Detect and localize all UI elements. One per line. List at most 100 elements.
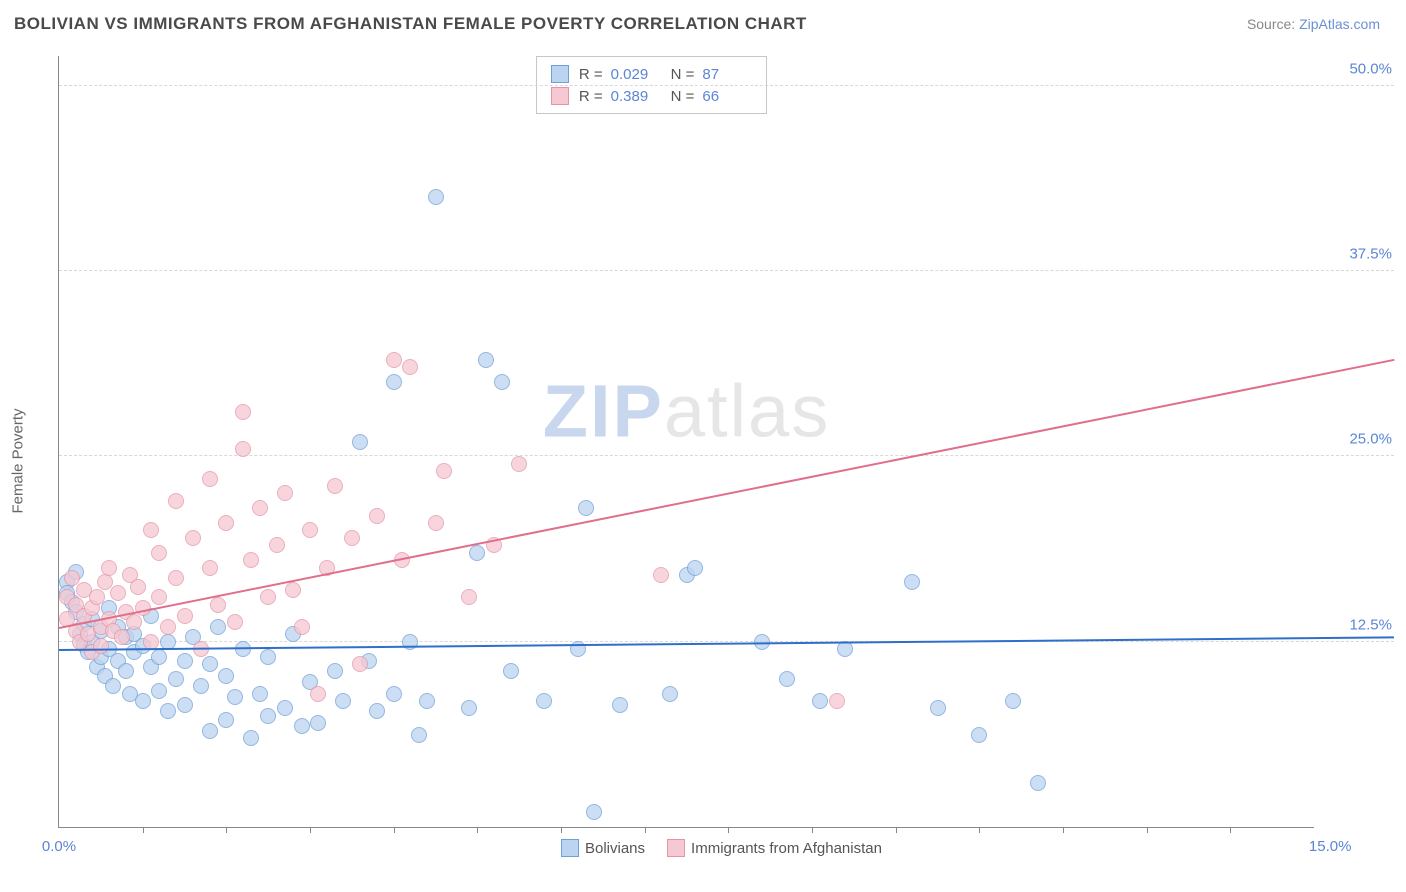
- scatter-point: [252, 686, 268, 702]
- regression-line: [59, 359, 1394, 629]
- scatter-point: [243, 730, 259, 746]
- x-tick: [226, 827, 227, 833]
- scatter-point: [151, 649, 167, 665]
- scatter-point: [277, 485, 293, 501]
- correlation-row-1: R = 0.029 N = 87: [551, 63, 753, 85]
- gridline: [59, 85, 1394, 86]
- scatter-point: [327, 663, 343, 679]
- correlation-row-2: R = 0.389 N = 66: [551, 85, 753, 107]
- scatter-point: [402, 359, 418, 375]
- scatter-point: [118, 663, 134, 679]
- scatter-point: [202, 723, 218, 739]
- scatter-point: [536, 693, 552, 709]
- scatter-point: [252, 500, 268, 516]
- scatter-point: [168, 493, 184, 509]
- scatter-point: [243, 552, 259, 568]
- scatter-point: [687, 560, 703, 576]
- scatter-point: [578, 500, 594, 516]
- gridline: [59, 455, 1394, 456]
- scatter-point: [185, 530, 201, 546]
- x-tick: [143, 827, 144, 833]
- scatter-point: [344, 530, 360, 546]
- x-tick: [310, 827, 311, 833]
- x-tick: [896, 827, 897, 833]
- scatter-point: [812, 693, 828, 709]
- scatter-point: [168, 671, 184, 687]
- scatter-point: [202, 471, 218, 487]
- y-tick-label: 25.0%: [1349, 431, 1392, 448]
- source-attribution: Source: ZipAtlas.com: [1247, 16, 1380, 32]
- scatter-point: [369, 703, 385, 719]
- scatter-point: [352, 434, 368, 450]
- scatter-point: [160, 619, 176, 635]
- swatch-series-2: [551, 87, 569, 105]
- scatter-point: [269, 537, 285, 553]
- y-axis-label: Female Poverty: [10, 408, 27, 513]
- legend-swatch-2: [667, 839, 685, 857]
- scatter-point: [235, 441, 251, 457]
- scatter-point: [461, 589, 477, 605]
- x-tick: [477, 827, 478, 833]
- scatter-point: [294, 718, 310, 734]
- scatter-point: [511, 456, 527, 472]
- scatter-point: [461, 700, 477, 716]
- scatter-point: [411, 727, 427, 743]
- y-tick-label: 12.5%: [1349, 616, 1392, 633]
- scatter-point: [335, 693, 351, 709]
- scatter-point: [829, 693, 845, 709]
- scatter-point: [218, 712, 234, 728]
- scatter-point: [971, 727, 987, 743]
- legend-swatch-1: [561, 839, 579, 857]
- scatter-point: [130, 579, 146, 595]
- scatter-point: [904, 574, 920, 590]
- scatter-point: [419, 693, 435, 709]
- x-tick-label: 0.0%: [42, 838, 76, 855]
- scatter-point: [260, 708, 276, 724]
- y-tick-label: 37.5%: [1349, 246, 1392, 263]
- gridline: [59, 641, 1394, 642]
- scatter-point: [469, 545, 485, 561]
- scatter-point: [478, 352, 494, 368]
- scatter-point: [428, 189, 444, 205]
- scatter-point: [503, 663, 519, 679]
- watermark: ZIPatlas: [543, 368, 830, 453]
- legend-item-1: Bolivians: [561, 839, 645, 857]
- source-link[interactable]: ZipAtlas.com: [1299, 16, 1380, 32]
- chart-title: BOLIVIAN VS IMMIGRANTS FROM AFGHANISTAN …: [14, 14, 807, 34]
- scatter-point: [202, 656, 218, 672]
- scatter-point: [101, 560, 117, 576]
- scatter-point: [277, 700, 293, 716]
- scatter-point: [352, 656, 368, 672]
- scatter-point: [294, 619, 310, 635]
- regression-line: [59, 636, 1394, 651]
- scatter-point: [151, 589, 167, 605]
- scatter-point: [386, 686, 402, 702]
- scatter-point: [369, 508, 385, 524]
- scatter-point: [218, 515, 234, 531]
- scatter-point: [260, 589, 276, 605]
- scatter-point: [126, 614, 142, 630]
- scatter-point: [135, 693, 151, 709]
- scatter-point: [494, 374, 510, 390]
- scatter-point: [227, 689, 243, 705]
- scatter-point: [586, 804, 602, 820]
- scatter-point: [386, 352, 402, 368]
- scatter-point: [143, 522, 159, 538]
- scatter-point: [779, 671, 795, 687]
- scatter-point: [327, 478, 343, 494]
- scatter-point: [177, 697, 193, 713]
- scatter-point: [235, 404, 251, 420]
- gridline: [59, 270, 1394, 271]
- scatter-point: [89, 589, 105, 605]
- scatter-point: [114, 629, 130, 645]
- scatter-point: [436, 463, 452, 479]
- scatter-point: [202, 560, 218, 576]
- scatter-point: [227, 614, 243, 630]
- series-legend: Bolivians Immigrants from Afghanistan: [561, 839, 882, 857]
- scatter-point: [310, 686, 326, 702]
- x-tick: [979, 827, 980, 833]
- x-tick: [1230, 827, 1231, 833]
- scatter-point: [151, 545, 167, 561]
- x-tick: [728, 827, 729, 833]
- x-tick: [1063, 827, 1064, 833]
